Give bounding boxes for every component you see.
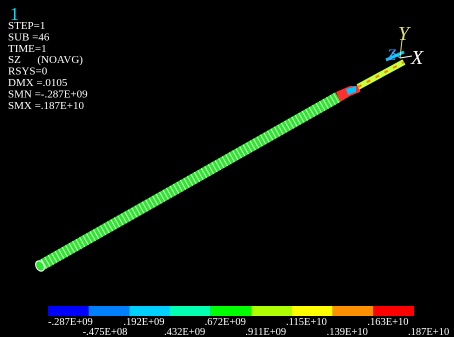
legend-swatch	[89, 306, 130, 316]
legend-swatch	[373, 306, 414, 316]
legend-swatch	[170, 306, 211, 316]
legend-label: .139E+10	[327, 327, 368, 337]
info-line: SMN =-.287E+09	[8, 88, 88, 100]
triad-y-label: Y	[398, 23, 411, 45]
legend-swatch	[292, 306, 333, 316]
triad-x-label: X	[410, 47, 424, 69]
background	[0, 0, 454, 337]
legend-label: .192E+09	[123, 317, 164, 328]
info-line: TIME=1	[8, 43, 47, 55]
info-line: SUB =46	[8, 31, 50, 43]
legend-label: .911E+09	[245, 327, 286, 337]
info-line: SZ (NOAVG)	[8, 54, 83, 66]
legend-swatch	[48, 306, 89, 316]
legend-label: .672E+09	[205, 317, 246, 328]
info-line: DMX =.0105	[8, 77, 68, 89]
result-view: 1 STEP=1SUB =46TIME=1SZ (NOAVG)RSYS=0DMX…	[0, 0, 454, 337]
legend-label: .187E+10	[408, 327, 449, 337]
info-line: STEP=1	[8, 20, 45, 32]
legend-swatch	[211, 306, 252, 316]
legend-swatch	[251, 306, 292, 316]
legend-label: .432E+09	[164, 327, 205, 337]
legend-swatch	[129, 306, 170, 316]
info-line: SMX =.187E+10	[8, 100, 84, 112]
triad-z-label: Z	[387, 47, 397, 64]
legend-label: .163E+10	[367, 317, 408, 328]
info-line: RSYS=0	[8, 66, 48, 78]
legend-label: .115E+10	[286, 317, 327, 328]
legend-label: -.475E+08	[83, 327, 128, 337]
legend-swatch	[333, 306, 374, 316]
